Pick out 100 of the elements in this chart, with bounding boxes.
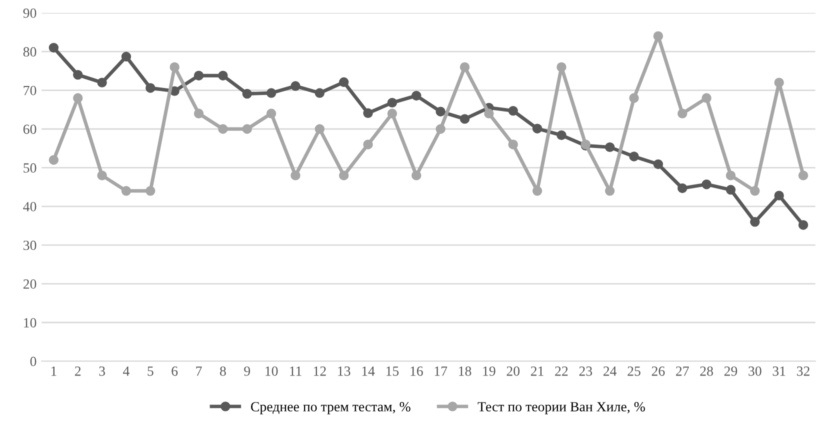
point [242, 88, 252, 99]
x-tick-label: 25 [628, 366, 640, 376]
y-tick-label: 0 [30, 356, 36, 366]
y-tick-label: 20 [23, 279, 36, 289]
point [194, 108, 204, 118]
point [290, 170, 300, 180]
point [218, 124, 228, 134]
point [726, 170, 736, 180]
point [266, 108, 276, 118]
x-tick-label: 3 [99, 366, 105, 376]
point [387, 98, 398, 108]
point [121, 52, 132, 62]
x-tick-label: 1 [51, 366, 56, 376]
point [604, 186, 615, 196]
point [556, 130, 566, 140]
point [121, 186, 132, 196]
point [436, 106, 446, 116]
x-tick-label: 21 [530, 366, 544, 376]
point [508, 140, 518, 150]
point [363, 108, 373, 118]
point [460, 62, 470, 72]
point [412, 90, 422, 101]
x-tick-label: 30 [748, 366, 762, 376]
point [726, 184, 736, 195]
point [97, 170, 107, 180]
y-tick-label: 50 [24, 163, 36, 173]
x-tick-label: 10 [266, 366, 278, 376]
point [146, 83, 156, 93]
point [653, 31, 664, 41]
point [532, 186, 542, 196]
x-tick-label: 12 [314, 366, 326, 376]
point [412, 170, 422, 180]
x-tick-label: 13 [338, 366, 350, 376]
point [97, 78, 107, 88]
x-tick-label: 18 [459, 366, 472, 376]
point [702, 179, 712, 190]
x-tick-label: 8 [220, 366, 226, 376]
point [460, 114, 470, 124]
x-tick-label: 29 [724, 366, 738, 376]
x-tick-label: 14 [362, 366, 375, 376]
point [73, 93, 83, 103]
point [314, 124, 325, 134]
point [484, 108, 494, 118]
x-tick-label: 22 [555, 366, 568, 376]
point [678, 108, 688, 118]
y-tick-label: 10 [24, 318, 36, 328]
point [48, 42, 59, 53]
y-tick-label: 30 [24, 240, 36, 250]
x-tick-label: 19 [483, 366, 496, 376]
legend-label: Тест по теории Ван Хиле, % [478, 402, 645, 414]
y-tick-label: 60 [23, 124, 36, 134]
point [653, 159, 664, 170]
point [508, 106, 518, 116]
x-tick-label: 16 [410, 366, 423, 376]
x-tick-label: 15 [386, 366, 399, 376]
point [678, 183, 688, 194]
point [798, 170, 808, 180]
x-tick-label: 5 [148, 366, 154, 376]
x-tick-label: 23 [579, 366, 592, 376]
point [338, 77, 349, 88]
y-tick-label: 80 [23, 47, 36, 57]
point [604, 142, 615, 152]
point [73, 70, 83, 80]
point [314, 88, 325, 98]
point [702, 93, 712, 103]
point [556, 62, 566, 72]
point [532, 124, 542, 134]
point [774, 78, 784, 88]
point [363, 140, 373, 150]
x-tick-label: 32 [796, 366, 810, 376]
point [290, 81, 300, 91]
point [629, 93, 639, 103]
x-tick-label: 9 [244, 366, 250, 376]
x-tick-label: 20 [506, 366, 520, 376]
x-tick-label: 17 [434, 366, 448, 376]
x-tick-label: 26 [652, 366, 665, 376]
x-tick-label: 28 [700, 366, 713, 376]
point [798, 220, 808, 230]
point [266, 88, 276, 98]
x-tick-label: 2 [75, 366, 81, 376]
point [48, 155, 59, 165]
point [774, 190, 784, 200]
x-tick-label: 31 [772, 366, 786, 376]
x-tick-label: 11 [290, 366, 302, 376]
point [338, 170, 349, 180]
x-tick-label: 27 [676, 366, 689, 376]
x-tick-label: 6 [172, 366, 178, 376]
point [436, 124, 446, 134]
point [750, 217, 760, 227]
point [170, 62, 180, 72]
point [629, 152, 639, 162]
x-tick-label: 4 [123, 366, 130, 376]
point [750, 186, 760, 196]
point [242, 124, 252, 134]
y-tick-label: 70 [24, 86, 36, 96]
point [387, 108, 398, 118]
x-tick-label: 7 [196, 366, 202, 376]
point [146, 186, 156, 196]
point [218, 70, 228, 80]
y-tick-label: 40 [23, 202, 36, 212]
